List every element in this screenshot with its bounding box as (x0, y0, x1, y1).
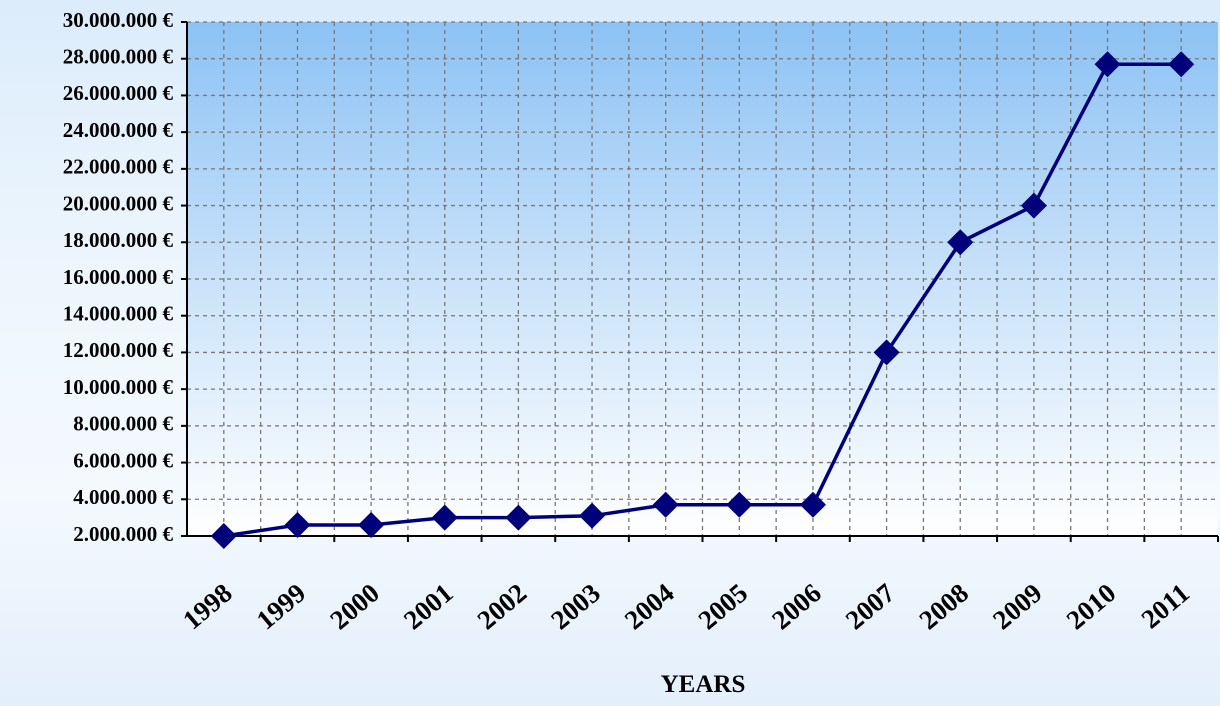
x-tick-label: 2009 (987, 578, 1048, 636)
data-point (726, 491, 753, 518)
x-axis-title: YEARS (661, 671, 746, 698)
x-tick-label: 2006 (766, 578, 827, 636)
x-tick-label: 2005 (693, 578, 754, 636)
x-tick-label: 2002 (472, 578, 533, 636)
x-tick-label: 2011 (1136, 578, 1196, 635)
data-point (947, 229, 974, 256)
data-point (579, 502, 606, 529)
x-tick-label: 2003 (545, 578, 606, 636)
line-series (223, 62, 1182, 538)
data-point (1168, 51, 1195, 78)
y-tick-label: 14.000.000 € (63, 302, 174, 326)
y-tick-label: 28.000.000 € (63, 45, 174, 69)
x-tick-label: 2008 (913, 578, 974, 636)
data-point (1020, 192, 1047, 219)
x-tick-label: 1998 (177, 578, 238, 636)
y-tick-label: 10.000.000 € (63, 375, 174, 399)
y-tick-label: 8.000.000 € (73, 412, 173, 436)
y-tick-label: 30.000.000 € (63, 8, 174, 32)
x-tick-label: 2010 (1061, 578, 1122, 636)
y-tick-label: 22.000.000 € (63, 155, 174, 179)
data-point (284, 511, 311, 538)
y-tick-label: 4.000.000 € (73, 485, 173, 509)
data-point (652, 491, 679, 518)
y-tick-label: 18.000.000 € (63, 228, 174, 252)
y-tick-label: 24.000.000 € (63, 118, 174, 142)
data-point (358, 511, 385, 538)
data-point (1094, 51, 1121, 78)
y-tick-label: 16.000.000 € (63, 265, 174, 289)
y-tick-label: 6.000.000 € (73, 448, 173, 472)
x-tick-label: 2000 (324, 578, 385, 636)
x-tick-label: 2004 (619, 578, 680, 636)
data-point (431, 504, 458, 531)
data-point (799, 491, 826, 518)
data-point (505, 504, 532, 531)
y-tick-label: 26.000.000 € (63, 81, 174, 105)
data-point (210, 523, 237, 549)
x-tick-label: 1999 (251, 578, 312, 636)
y-tick-label: 12.000.000 € (63, 338, 174, 362)
x-tick-label: 2001 (398, 578, 459, 636)
x-tick-label: 2007 (840, 578, 901, 636)
data-point (873, 339, 900, 366)
y-tick-label: 20.000.000 € (63, 191, 174, 215)
y-tick-label: 2.000.000 € (73, 522, 173, 546)
